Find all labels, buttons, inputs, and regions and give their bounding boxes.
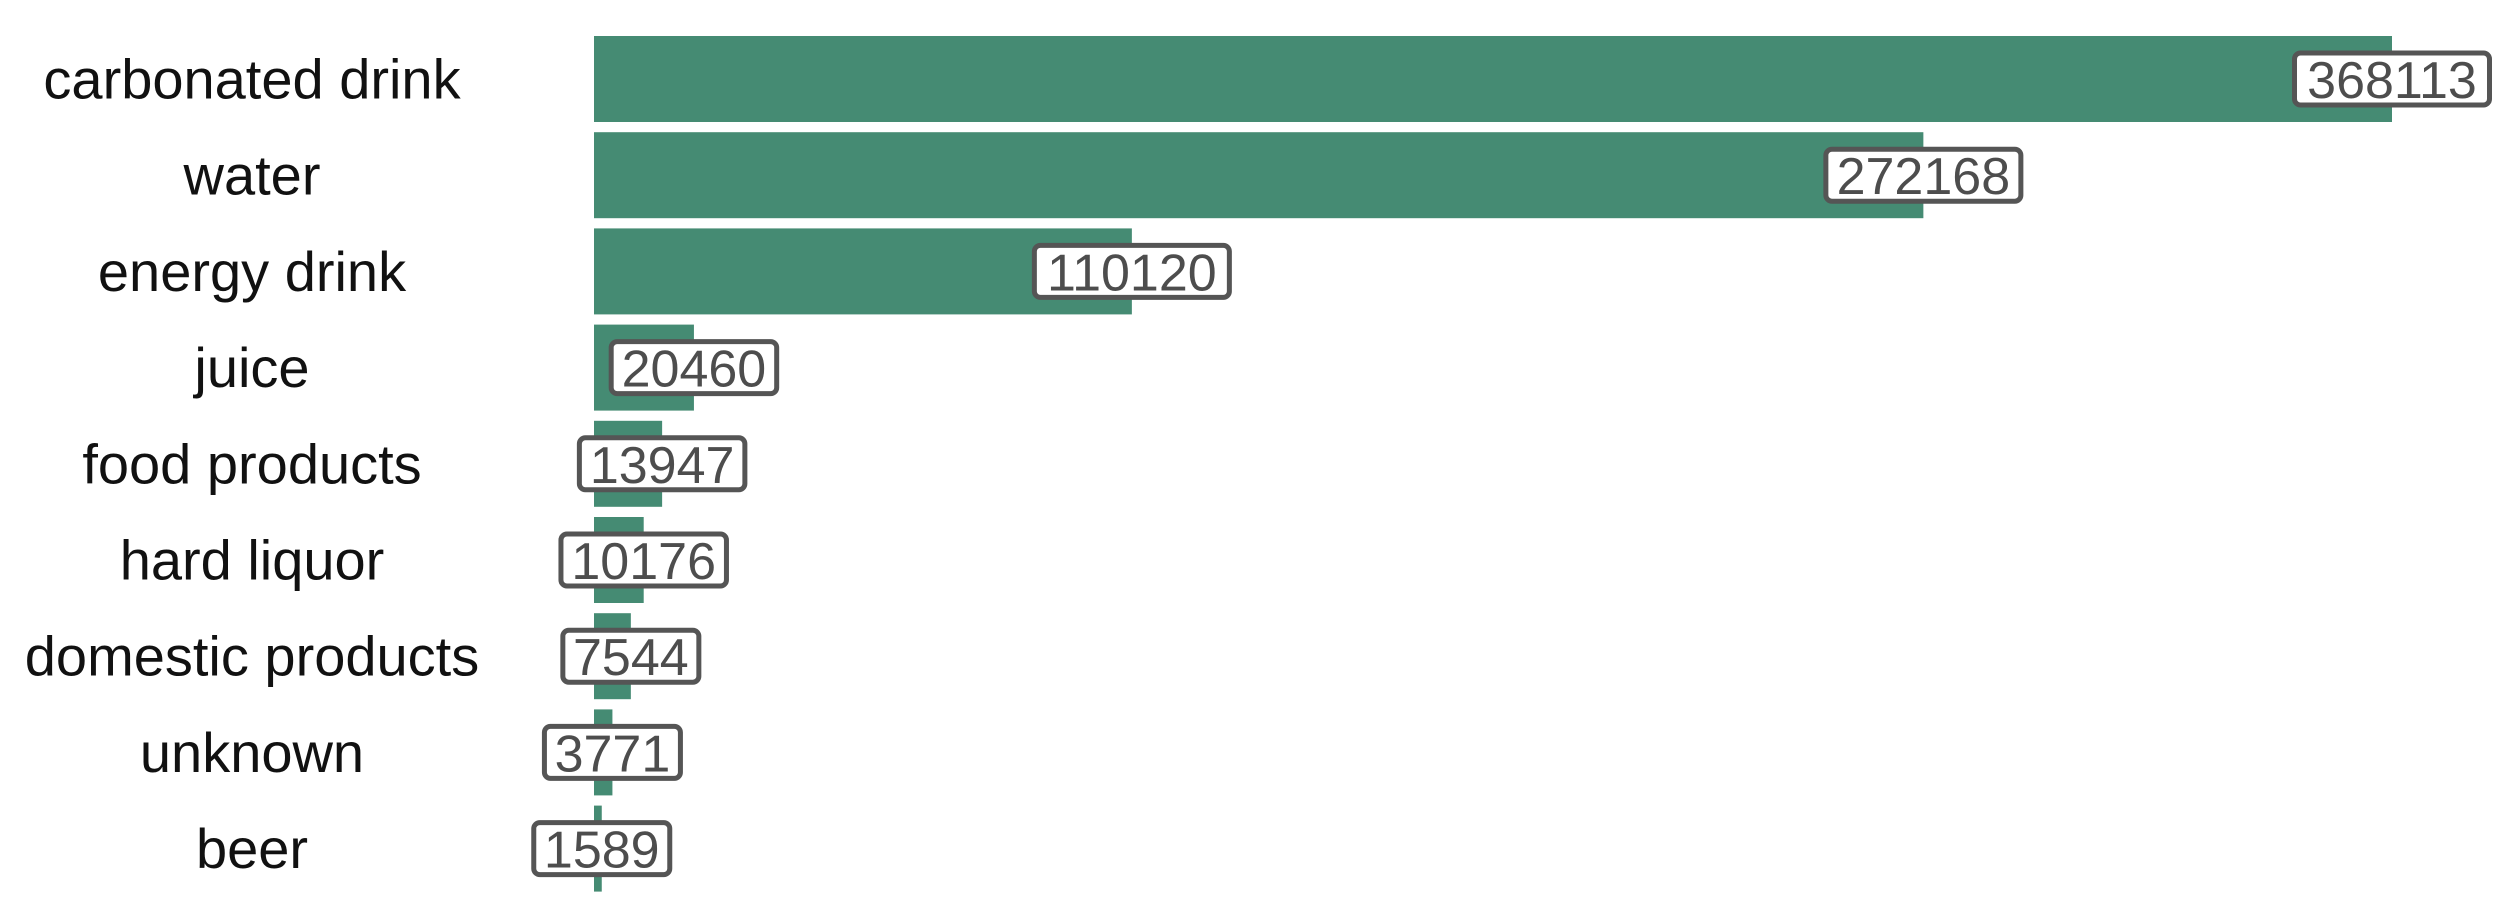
value-label-juice: 20460 [608, 339, 780, 399]
value-label-box [541, 723, 683, 781]
value-label-unknown: 3771 [541, 723, 683, 783]
value-label-carbonated-drink: 368113 [2292, 50, 2492, 110]
value-label-text: 272168 [1837, 148, 2011, 206]
value-label-box [531, 820, 673, 878]
bar-carbonated-drink [594, 36, 2392, 122]
value-label-box [1031, 242, 1232, 300]
bar-water [594, 132, 1924, 219]
value-label-water: 272168 [1823, 146, 2024, 206]
bars-layer [594, 36, 2392, 892]
category-label-juice: juice [192, 336, 309, 399]
value-label-text: 13947 [590, 437, 735, 495]
value-label-box [558, 531, 729, 589]
category-label-water: water [183, 144, 321, 207]
category-label-food-products: food products [82, 432, 421, 495]
value-label-beer: 1589 [531, 820, 673, 880]
value-label-text: 3771 [555, 725, 671, 783]
category-label-carbonated-drink: carbonated drink [43, 48, 461, 111]
category-label-energy-drink: energy drink [98, 240, 407, 303]
value-label-box [560, 627, 702, 685]
value-labels: 368113 272168 110120 20460 13947 10176 7544 377… [531, 50, 2492, 880]
value-label-text: 10176 [571, 533, 716, 591]
category-label-unknown: unknown [140, 721, 364, 784]
value-label-box [1823, 146, 2024, 204]
value-label-energy-drink: 110120 [1031, 242, 1232, 302]
value-label-hard-liquor: 10176 [558, 531, 729, 591]
category-label-domestic-products: domestic products [25, 625, 479, 688]
value-label-text: 20460 [622, 341, 767, 399]
value-label-box [576, 435, 748, 493]
value-label-domestic-products: 7544 [560, 627, 702, 687]
category-label-beer: beer [196, 817, 308, 880]
value-label-text: 368113 [2307, 52, 2477, 110]
value-label-box [2292, 50, 2492, 108]
value-label-food-products: 13947 [576, 435, 748, 495]
category-label-hard-liquor: hard liquor [120, 529, 385, 592]
value-label-text: 1589 [544, 822, 660, 880]
value-label-text: 110120 [1047, 244, 1217, 302]
category-labels: carbonated drink water energy drink juice fo… [25, 48, 479, 881]
value-label-text: 7544 [573, 629, 689, 687]
value-label-box [608, 339, 780, 397]
